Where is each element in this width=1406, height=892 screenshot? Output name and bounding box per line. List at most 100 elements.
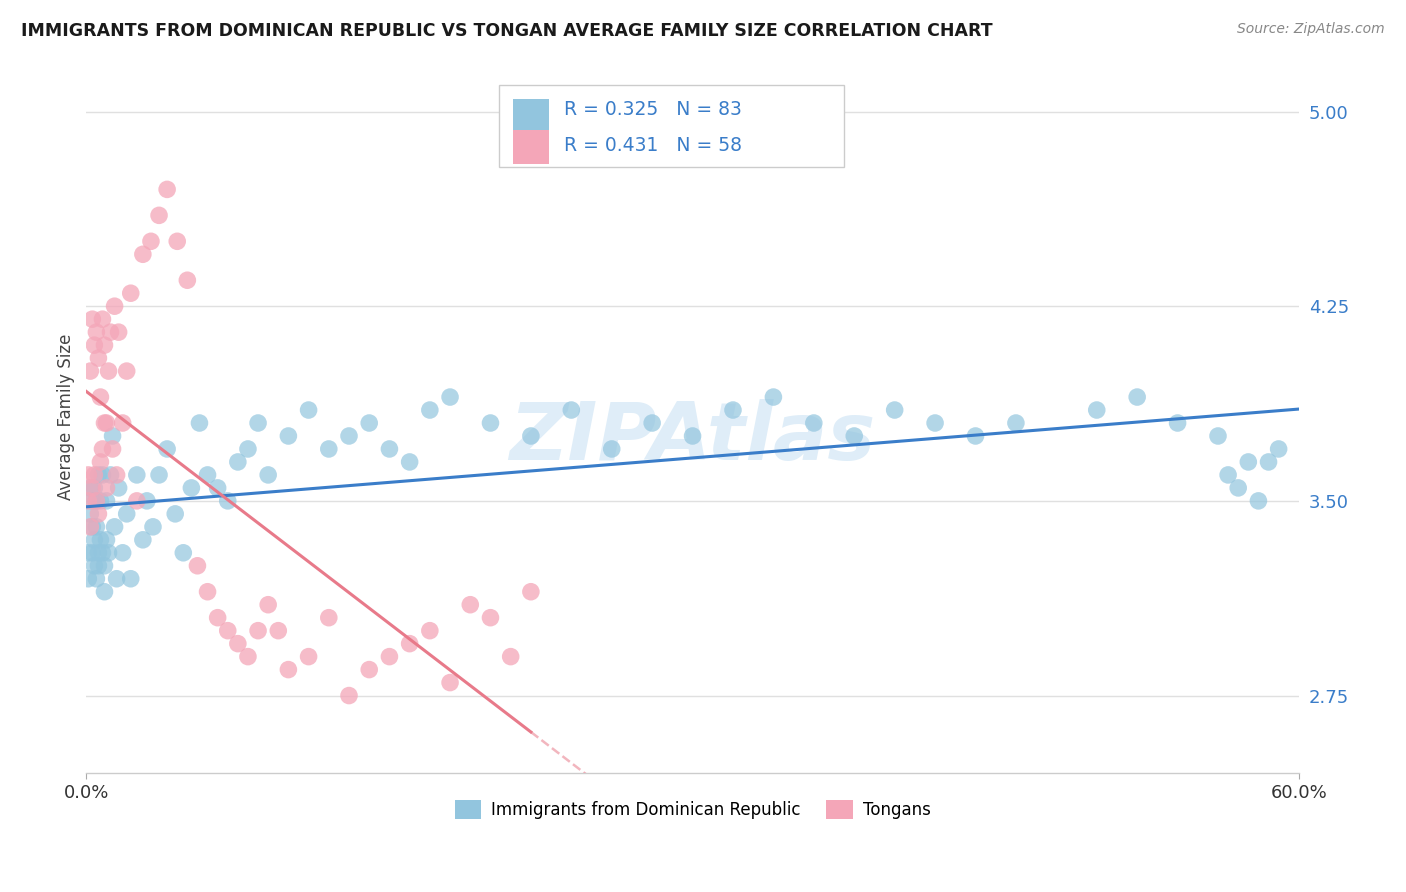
- Point: [148, 467, 170, 482]
- Point: [77, 546, 100, 560]
- Point: [398, 455, 420, 469]
- Point: [560, 403, 582, 417]
- Text: Source: ZipAtlas.com: Source: ZipAtlas.com: [1237, 22, 1385, 37]
- Point: [83, 481, 105, 495]
- Point: [1247, 494, 1270, 508]
- Point: [180, 481, 202, 495]
- Point: [96, 481, 118, 495]
- Point: [297, 649, 319, 664]
- Point: [479, 416, 502, 430]
- Point: [125, 494, 148, 508]
- Point: [247, 416, 270, 430]
- Point: [803, 416, 825, 430]
- Point: [107, 481, 129, 495]
- Point: [217, 494, 239, 508]
- Point: [257, 598, 280, 612]
- Point: [297, 403, 319, 417]
- Point: [1216, 467, 1239, 482]
- Point: [682, 429, 704, 443]
- Point: [82, 481, 104, 495]
- Point: [641, 416, 664, 430]
- Point: [226, 455, 249, 469]
- Point: [139, 235, 162, 249]
- Point: [156, 442, 179, 456]
- Point: [105, 467, 128, 482]
- Point: [86, 520, 108, 534]
- Point: [197, 584, 219, 599]
- FancyBboxPatch shape: [513, 129, 550, 164]
- Point: [103, 299, 125, 313]
- Point: [86, 494, 108, 508]
- Point: [378, 649, 401, 664]
- Text: R = 0.431   N = 58: R = 0.431 N = 58: [564, 136, 742, 155]
- Y-axis label: Average Family Size: Average Family Size: [58, 334, 75, 500]
- Point: [91, 442, 114, 456]
- Point: [120, 286, 142, 301]
- Point: [267, 624, 290, 638]
- Point: [86, 494, 108, 508]
- Point: [82, 520, 104, 534]
- Point: [83, 558, 105, 573]
- Text: ZIPAtlas: ZIPAtlas: [509, 399, 876, 477]
- Point: [965, 429, 987, 443]
- Point: [91, 546, 114, 560]
- Point: [217, 624, 239, 638]
- Point: [924, 416, 946, 430]
- Point: [105, 572, 128, 586]
- Point: [479, 610, 502, 624]
- Point: [277, 663, 299, 677]
- Point: [156, 182, 179, 196]
- Point: [132, 247, 155, 261]
- Point: [197, 467, 219, 482]
- Point: [148, 208, 170, 222]
- Point: [96, 533, 118, 547]
- Point: [600, 442, 623, 456]
- Point: [186, 558, 208, 573]
- Point: [257, 467, 280, 482]
- Point: [91, 467, 114, 482]
- Point: [318, 442, 340, 456]
- Point: [721, 403, 744, 417]
- Point: [337, 689, 360, 703]
- Point: [87, 467, 110, 482]
- Point: [86, 325, 108, 339]
- Point: [93, 584, 115, 599]
- Point: [89, 455, 111, 469]
- Point: [439, 675, 461, 690]
- Point: [97, 546, 120, 560]
- Point: [111, 546, 134, 560]
- Point: [89, 533, 111, 547]
- Point: [96, 416, 118, 430]
- Point: [762, 390, 785, 404]
- Point: [359, 416, 381, 430]
- Point: [101, 442, 124, 456]
- Point: [79, 481, 101, 495]
- FancyBboxPatch shape: [513, 99, 550, 133]
- Point: [499, 649, 522, 664]
- Point: [188, 416, 211, 430]
- Point: [100, 467, 122, 482]
- Point: [86, 572, 108, 586]
- Point: [142, 520, 165, 534]
- Point: [83, 338, 105, 352]
- Point: [91, 312, 114, 326]
- Point: [1005, 416, 1028, 430]
- Point: [101, 429, 124, 443]
- Point: [176, 273, 198, 287]
- Point: [87, 507, 110, 521]
- Point: [83, 467, 105, 482]
- Point: [844, 429, 866, 443]
- Point: [172, 546, 194, 560]
- Text: R = 0.325   N = 83: R = 0.325 N = 83: [564, 100, 742, 120]
- Point: [1227, 481, 1250, 495]
- Point: [378, 442, 401, 456]
- Point: [87, 351, 110, 365]
- Point: [165, 507, 187, 521]
- Point: [458, 598, 481, 612]
- Point: [883, 403, 905, 417]
- Point: [82, 494, 104, 508]
- Point: [207, 610, 229, 624]
- Point: [359, 663, 381, 677]
- Point: [83, 533, 105, 547]
- Point: [89, 390, 111, 404]
